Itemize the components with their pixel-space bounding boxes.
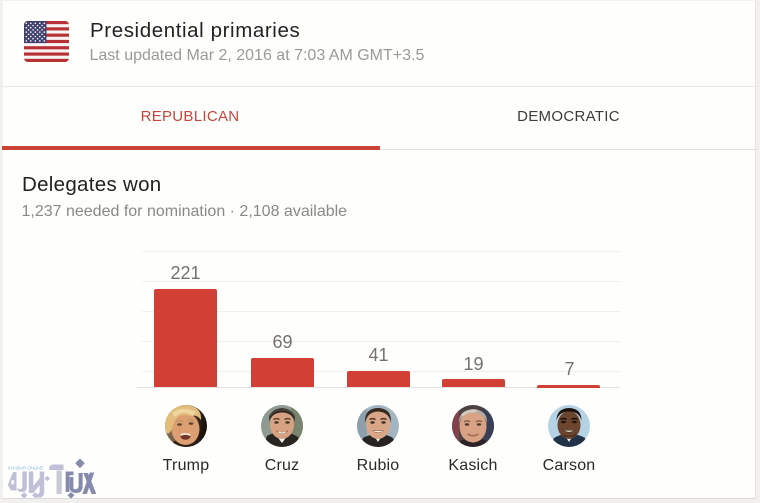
svg-text:KHABAR ONLINE: KHABAR ONLINE [8, 466, 44, 471]
